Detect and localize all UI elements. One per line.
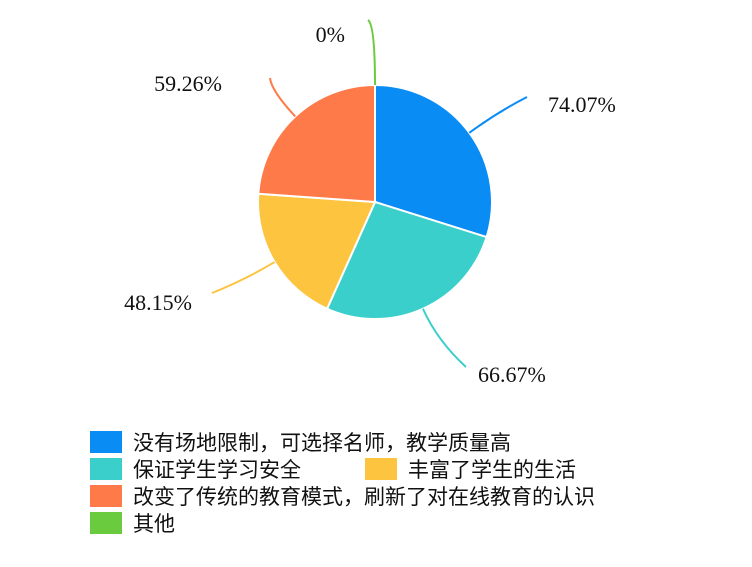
pie-slice xyxy=(374,83,493,239)
leader-line xyxy=(211,261,276,294)
leader-line xyxy=(269,77,296,118)
legend-swatch xyxy=(90,484,122,507)
data-label: 59.26% xyxy=(154,71,222,96)
pie-chart: 74.07% 66.67% 48.15% 59.26% 0% xyxy=(124,19,616,387)
legend-swatch xyxy=(90,457,122,480)
legend-swatch xyxy=(90,511,122,534)
data-label: 0% xyxy=(316,22,345,47)
legend-item: 没有场地限制，可选择名师，教学质量高 xyxy=(90,428,595,455)
legend: 没有场地限制，可选择名师，教学质量高 保证学生学习安全 丰富了学生的生活 改变了… xyxy=(90,428,595,536)
legend-swatch xyxy=(90,430,122,453)
data-label: 48.15% xyxy=(124,290,192,315)
legend-label: 其他 xyxy=(133,511,175,536)
data-label: 66.67% xyxy=(478,362,546,387)
legend-item: 其他 xyxy=(90,509,595,536)
legend-label: 没有场地限制，可选择名师，教学质量高 xyxy=(133,430,511,455)
legend-label: 保证学生学习安全 xyxy=(133,457,301,482)
legend-label: 丰富了学生的生活 xyxy=(408,457,576,482)
leader-line xyxy=(367,19,376,86)
leader-line xyxy=(422,308,467,368)
legend-item: 改变了传统的教育模式，刷新了对在线教育的认识 xyxy=(90,482,595,509)
data-label: 74.07% xyxy=(548,92,616,117)
leader-line xyxy=(468,96,528,134)
legend-swatch xyxy=(365,457,397,480)
legend-label: 改变了传统的教育模式，刷新了对在线教育的认识 xyxy=(133,484,595,509)
pie-slice xyxy=(257,83,376,204)
